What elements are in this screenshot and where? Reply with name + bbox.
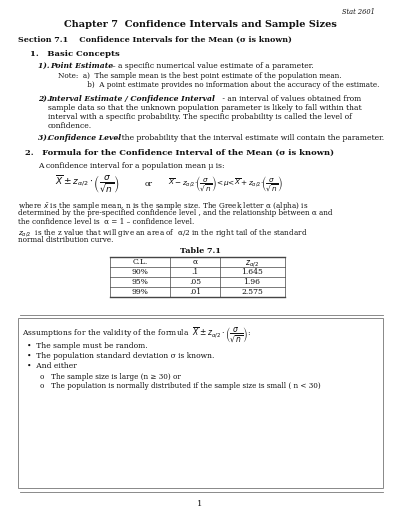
Text: sample data so that the unknown population parameter is likely to fall within th: sample data so that the unknown populati… xyxy=(48,104,362,112)
Text: .01: .01 xyxy=(189,288,201,296)
Text: normal distribution curve.: normal distribution curve. xyxy=(18,236,113,244)
Text: determined by the pre-specified confidence level , and the relationship between : determined by the pre-specified confiden… xyxy=(18,209,332,217)
Text: - an interval of values obtained from: - an interval of values obtained from xyxy=(220,95,361,103)
Text: 1.96: 1.96 xyxy=(244,278,260,286)
Text: – the probability that the interval estimate will contain the parameter.: – the probability that the interval esti… xyxy=(113,134,384,142)
Text: $\overline{X}-z_{\alpha/2}{\cdot}\!\left(\dfrac{\sigma}{\sqrt{n}}\right)\!<\!\mu: $\overline{X}-z_{\alpha/2}{\cdot}\!\left… xyxy=(168,174,283,192)
Text: α: α xyxy=(192,258,198,266)
Text: b)  A point estimate provides no information about the accuracy of the estimate.: b) A point estimate provides no informat… xyxy=(58,81,379,89)
Text: o   The sample size is large (n ≥ 30) or: o The sample size is large (n ≥ 30) or xyxy=(40,373,181,381)
Text: 1.   Basic Concepts: 1. Basic Concepts xyxy=(30,50,120,58)
Bar xyxy=(18,318,383,488)
Text: Interval Estimate / Confidence Interval: Interval Estimate / Confidence Interval xyxy=(48,95,215,103)
Text: Assumptions for the validity of the formula  $\overline{X} \pm z_{\alpha/2} \cdo: Assumptions for the validity of the form… xyxy=(22,325,251,344)
Text: Table 7.1: Table 7.1 xyxy=(180,247,220,255)
Text: where $\bar{x}$ is the sample mean, n is the sample size. The Greek letter α (al: where $\bar{x}$ is the sample mean, n is… xyxy=(18,200,308,212)
Text: Confidence Level: Confidence Level xyxy=(48,134,121,142)
Text: $z_{\alpha/2}$: $z_{\alpha/2}$ xyxy=(245,258,259,269)
Text: .05: .05 xyxy=(189,278,201,286)
Text: 1).: 1). xyxy=(38,62,55,70)
Text: 3).: 3). xyxy=(38,134,52,142)
Text: Point Estimate: Point Estimate xyxy=(50,62,113,70)
Text: or: or xyxy=(145,180,153,188)
Text: 2.575: 2.575 xyxy=(241,288,263,296)
Text: •  And either: • And either xyxy=(27,362,77,370)
Text: 99%: 99% xyxy=(132,288,148,296)
Text: Chapter 7  Confidence Intervals and Sample Sizes: Chapter 7 Confidence Intervals and Sampl… xyxy=(64,20,336,29)
Text: $\overline{X} \pm z_{\alpha/2} \cdot \left(\dfrac{\sigma}{\sqrt{n}}\right)$: $\overline{X} \pm z_{\alpha/2} \cdot \le… xyxy=(55,174,120,195)
Text: o   The population is normally distributed if the sample size is small ( n < 30): o The population is normally distributed… xyxy=(40,382,321,390)
Text: 2).: 2). xyxy=(38,95,52,103)
Text: interval with a specific probability. The specific probability is called the lev: interval with a specific probability. Th… xyxy=(48,113,352,121)
Text: the confidence level is  α = 1 – confidence level.: the confidence level is α = 1 – confiden… xyxy=(18,218,194,226)
Text: $z_{\alpha/2}$  is the z value that will give an area of  α/2 in the right tail : $z_{\alpha/2}$ is the z value that will … xyxy=(18,227,308,239)
Text: 95%: 95% xyxy=(132,278,148,286)
Text: – a specific numerical value estimate of a parameter.: – a specific numerical value estimate of… xyxy=(107,62,314,70)
Text: 90%: 90% xyxy=(132,268,148,276)
Text: Section 7.1    Confidence Intervals for the Mean (σ is known): Section 7.1 Confidence Intervals for the… xyxy=(18,36,292,44)
Text: 1.645: 1.645 xyxy=(241,268,263,276)
Text: A confidence interval for a population mean μ is:: A confidence interval for a population m… xyxy=(38,162,225,170)
Text: •  The sample must be random.: • The sample must be random. xyxy=(27,342,148,350)
Text: .1: .1 xyxy=(191,268,199,276)
Text: C.L.: C.L. xyxy=(132,258,148,266)
Text: Note:  a)  The sample mean is the best point estimate of the population mean.: Note: a) The sample mean is the best poi… xyxy=(58,72,342,80)
Text: 1: 1 xyxy=(197,500,203,508)
Text: •  The population standard deviation σ is known.: • The population standard deviation σ is… xyxy=(27,352,214,360)
Text: Stat 2601: Stat 2601 xyxy=(342,8,375,16)
Text: confidence.: confidence. xyxy=(48,122,92,130)
Text: 2.   Formula for the Confidence Interval of the Mean (σ is known): 2. Formula for the Confidence Interval o… xyxy=(25,149,334,157)
